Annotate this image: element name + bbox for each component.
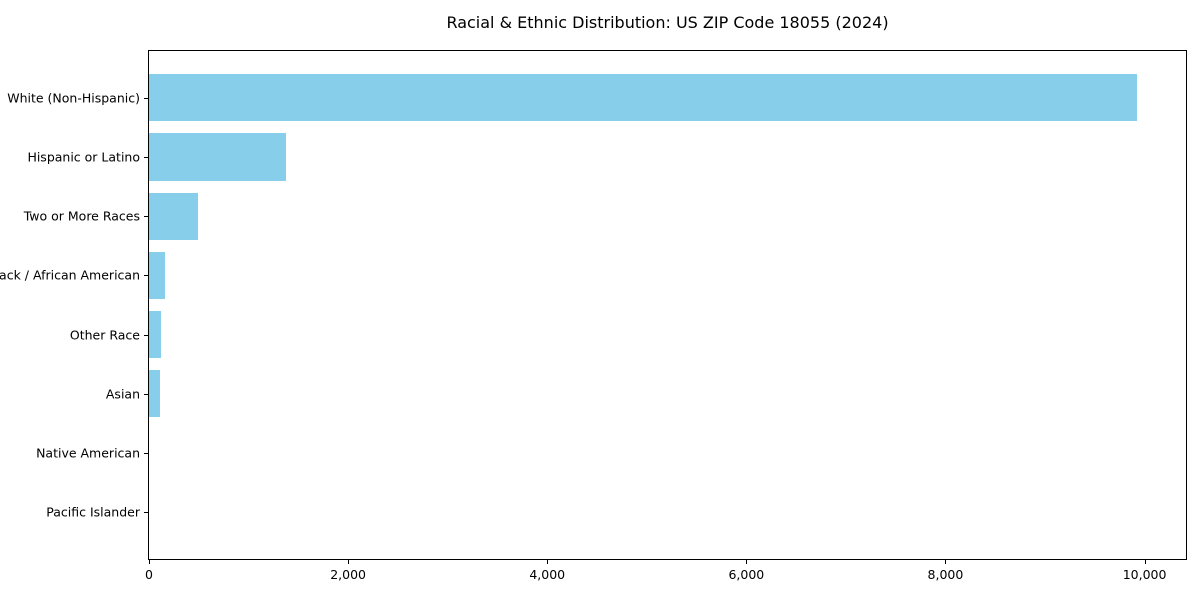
x-tick-label: 4,000: [529, 567, 566, 582]
bar: [149, 133, 286, 181]
x-tick: [1144, 559, 1146, 564]
y-axis-label: Black / African American: [0, 267, 140, 283]
y-tick: [144, 275, 149, 277]
y-axis-label: Two or More Races: [23, 208, 140, 224]
y-tick: [144, 512, 149, 514]
y-axis-label: Native American: [36, 445, 140, 461]
y-axis-label: Other Race: [69, 327, 140, 343]
chart-title: Racial & Ethnic Distribution: US ZIP Cod…: [446, 13, 889, 32]
bar: [149, 251, 166, 300]
x-tick: [149, 559, 150, 564]
y-tick: [144, 453, 149, 455]
bar: [149, 74, 1137, 122]
bar: [149, 192, 198, 240]
x-tick-label: 10,000: [1122, 567, 1167, 582]
y-axis-label: White (Non-Hispanic): [7, 90, 140, 106]
y-tick: [144, 156, 149, 158]
y-axis-label: Hispanic or Latino: [27, 149, 140, 165]
x-tick-label: 8,000: [927, 567, 964, 582]
x-tick: [348, 559, 350, 564]
x-tick: [547, 559, 549, 564]
x-tick-label: 2,000: [330, 567, 367, 582]
x-tick: [945, 559, 947, 564]
y-axis-label: Asian: [105, 386, 140, 402]
x-tick: [746, 559, 748, 564]
y-tick: [144, 97, 149, 99]
x-tick-label: 6,000: [728, 567, 765, 582]
y-tick: [144, 334, 149, 336]
bar: [149, 310, 161, 359]
y-axis-label: Pacific Islander: [46, 504, 140, 520]
x-tick-label: 0: [145, 567, 153, 582]
y-tick: [144, 216, 149, 218]
plot-area: White (Non-Hispanic) Hispanic or Latino Tw…: [0, 50, 1187, 582]
y-tick: [144, 393, 149, 395]
bar: [149, 370, 160, 418]
